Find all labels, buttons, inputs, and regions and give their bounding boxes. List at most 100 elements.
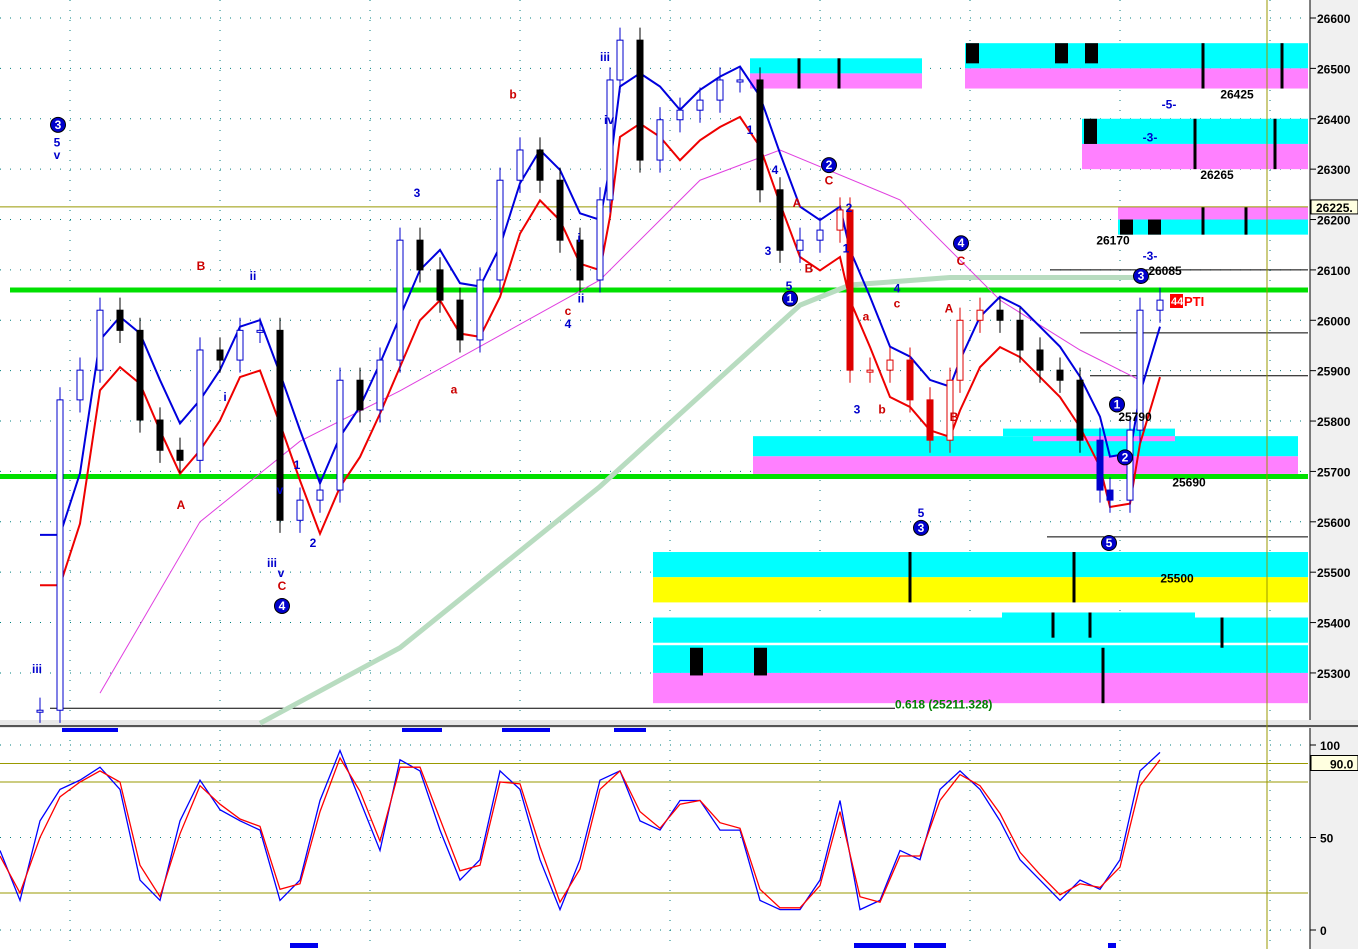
wave-label-text: 1 bbox=[747, 123, 754, 137]
candle-body bbox=[236, 329, 244, 361]
wave-label: B bbox=[950, 410, 959, 424]
signal-bar-bottom bbox=[854, 943, 906, 948]
price-axis-label: 26300 bbox=[1317, 163, 1351, 177]
candle-body bbox=[1156, 299, 1164, 311]
candle-body bbox=[336, 379, 344, 491]
signal-bar-bottom bbox=[914, 943, 946, 948]
wave-circle bbox=[1117, 449, 1133, 466]
candle-body bbox=[836, 209, 844, 231]
wave-label: 3 bbox=[414, 186, 421, 200]
panel-separator bbox=[0, 720, 1358, 728]
price-axis-label: 26400 bbox=[1317, 113, 1351, 127]
zone-marker bbox=[1201, 206, 1205, 235]
signal-bar-top bbox=[402, 728, 442, 732]
wave-label: C bbox=[957, 254, 966, 268]
wave-label: 2 bbox=[821, 157, 837, 174]
wave-label-text: A bbox=[793, 196, 802, 210]
zone-block bbox=[1120, 219, 1133, 235]
candle-body bbox=[776, 189, 784, 251]
zone-marker bbox=[908, 552, 912, 603]
candle-body bbox=[756, 79, 764, 191]
wave-label: B bbox=[805, 261, 814, 275]
wave-label: -3- bbox=[1143, 130, 1158, 144]
price-label: 25500 bbox=[1160, 571, 1194, 585]
price-label: 26265 bbox=[1200, 168, 1234, 182]
wave-label: 1 bbox=[843, 241, 850, 255]
price-zone bbox=[965, 68, 1308, 89]
candle-body bbox=[576, 239, 584, 281]
candle-body bbox=[1036, 349, 1044, 371]
wave-circle bbox=[1133, 267, 1149, 284]
price-zone bbox=[965, 43, 1308, 69]
candle-body bbox=[356, 379, 364, 411]
long-moving-average bbox=[258, 274, 1150, 726]
zone-marker bbox=[1193, 118, 1197, 170]
price-axis-label: 26100 bbox=[1317, 264, 1351, 278]
wave-label: 4 bbox=[953, 235, 969, 252]
wave-label-text: v bbox=[54, 148, 61, 162]
candle-body bbox=[96, 309, 104, 371]
candle-body bbox=[256, 329, 264, 333]
wave-label-text: 5 bbox=[918, 506, 925, 520]
wave-label: 4 bbox=[894, 282, 901, 296]
wave-label: 5 bbox=[918, 506, 925, 520]
wave-label-text: b bbox=[509, 88, 516, 102]
wave-label: i bbox=[223, 390, 226, 404]
zone-block bbox=[754, 647, 767, 676]
marker-badge bbox=[1170, 294, 1183, 308]
candle-body bbox=[1126, 429, 1134, 501]
zone-marker bbox=[1280, 43, 1284, 89]
candle-body bbox=[196, 349, 204, 461]
price-axis-label: 25700 bbox=[1317, 465, 1351, 479]
signal-bar-top bbox=[614, 728, 646, 732]
candle-body bbox=[436, 269, 444, 301]
wave-label-text: i bbox=[223, 390, 226, 404]
wave-label: 3 bbox=[50, 116, 66, 133]
zone-block bbox=[1084, 118, 1097, 144]
wave-label: i bbox=[577, 231, 580, 245]
candle-body bbox=[976, 309, 984, 321]
wave-label-text: -3- bbox=[1143, 249, 1158, 263]
wave-label-text: B bbox=[197, 259, 206, 273]
price-axis-label: 25600 bbox=[1317, 516, 1351, 530]
zone-block bbox=[1148, 219, 1161, 235]
wave-label-text: C bbox=[825, 173, 834, 187]
wave-label: c bbox=[565, 304, 572, 318]
wave-label-text: 1 bbox=[294, 458, 301, 472]
candle-body bbox=[1056, 369, 1064, 381]
candle-body bbox=[696, 99, 704, 111]
wave-label: 4 bbox=[772, 163, 779, 177]
signal-bar-top bbox=[502, 728, 550, 732]
price-axis-label: 26000 bbox=[1317, 314, 1351, 328]
candle-body bbox=[556, 179, 564, 241]
current-price-box bbox=[1310, 199, 1358, 215]
candle-body bbox=[1136, 309, 1144, 431]
candle-body bbox=[396, 239, 404, 361]
candle-body bbox=[476, 279, 484, 341]
price-zone bbox=[753, 436, 1298, 457]
wave-label: 1 bbox=[747, 123, 754, 137]
wave-label-text: A bbox=[945, 302, 954, 316]
wave-label-text: 4 bbox=[772, 163, 779, 177]
candle-body bbox=[416, 239, 424, 271]
wave-label: a bbox=[863, 309, 870, 323]
wave-label: iii bbox=[32, 662, 42, 676]
marker-text: PTI bbox=[1184, 294, 1204, 309]
wave-label-text: 5 bbox=[54, 135, 61, 149]
price-label: 25790 bbox=[1118, 410, 1152, 424]
wave-label-text: 2 bbox=[846, 201, 853, 215]
candle-body bbox=[276, 329, 284, 521]
wave-label: v bbox=[278, 566, 285, 580]
zone-marker bbox=[1101, 647, 1105, 704]
price-label: 26170 bbox=[1096, 234, 1130, 248]
candle-body bbox=[316, 489, 324, 501]
wave-label-text: B bbox=[950, 410, 959, 424]
wave-label-text: 3 bbox=[765, 244, 772, 258]
wave-label-text: ii bbox=[578, 292, 585, 306]
zone-marker bbox=[1051, 612, 1055, 638]
wave-label-text: C bbox=[278, 579, 287, 593]
price-axis-label: 25800 bbox=[1317, 415, 1351, 429]
price-zone bbox=[653, 552, 1308, 578]
wave-circle bbox=[953, 235, 969, 252]
